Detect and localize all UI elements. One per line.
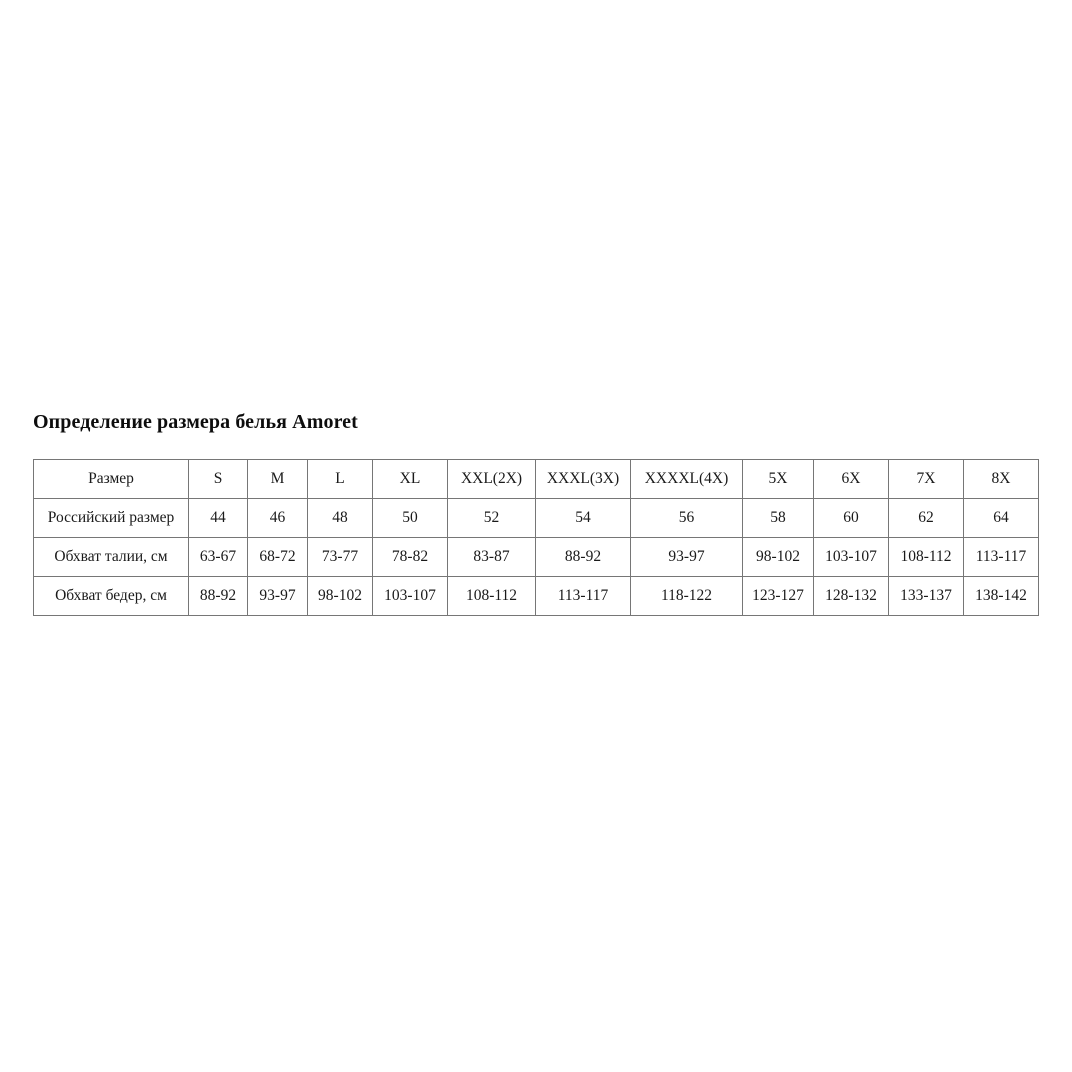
column-header-8x: 8X [963, 459, 1039, 499]
column-header-xl: XL [372, 459, 448, 499]
column-header-xxxl: XXXL(3X) [535, 459, 631, 499]
table-cell: 113-117 [963, 537, 1039, 577]
size-chart-container: Размер S M L XL XXL(2X) XXXL(3X) XXXXL(4… [33, 459, 1039, 616]
table-cell: 93-97 [630, 537, 743, 577]
column-header-xxl: XXL(2X) [447, 459, 536, 499]
table-cell: 50 [372, 498, 448, 538]
column-header-5x: 5X [742, 459, 814, 499]
table-cell: 138-142 [963, 576, 1039, 616]
table-cell: 58 [742, 498, 814, 538]
column-header-xxxxl: XXXXL(4X) [630, 459, 743, 499]
column-header-m: M [247, 459, 308, 499]
table-row: Российский размер 44 46 48 50 52 54 56 5… [33, 498, 1039, 538]
table-cell: 44 [188, 498, 248, 538]
table-cell: 83-87 [447, 537, 536, 577]
row-label-russian-size: Российский размер [33, 498, 189, 538]
table-cell: 98-102 [307, 576, 373, 616]
table-cell: 128-132 [813, 576, 889, 616]
table-cell: 98-102 [742, 537, 814, 577]
table-cell: 103-107 [372, 576, 448, 616]
table-cell: 88-92 [535, 537, 631, 577]
table-cell: 63-67 [188, 537, 248, 577]
table-row: Обхват талии, см 63-67 68-72 73-77 78-82… [33, 537, 1039, 577]
table-cell: 118-122 [630, 576, 743, 616]
row-label-waist: Обхват талии, см [33, 537, 189, 577]
page-title: Определение размера белья Amoret [33, 411, 358, 433]
table-cell: 78-82 [372, 537, 448, 577]
table-cell: 46 [247, 498, 308, 538]
table-cell: 62 [888, 498, 964, 538]
column-header-6x: 6X [813, 459, 889, 499]
table-cell: 123-127 [742, 576, 814, 616]
column-header-s: S [188, 459, 248, 499]
table-cell: 108-112 [888, 537, 964, 577]
table-cell: 48 [307, 498, 373, 538]
table-cell: 52 [447, 498, 536, 538]
column-header-l: L [307, 459, 373, 499]
column-header-size-label: Размер [33, 459, 189, 499]
table-cell: 113-117 [535, 576, 631, 616]
table-cell: 88-92 [188, 576, 248, 616]
table-cell: 103-107 [813, 537, 889, 577]
table-cell: 68-72 [247, 537, 308, 577]
table-cell: 56 [630, 498, 743, 538]
table-row: Обхват бедер, см 88-92 93-97 98-102 103-… [33, 576, 1039, 616]
table-cell: 108-112 [447, 576, 536, 616]
size-chart-table: Размер S M L XL XXL(2X) XXXL(3X) XXXXL(4… [33, 459, 1039, 616]
table-cell: 60 [813, 498, 889, 538]
table-header-row: Размер S M L XL XXL(2X) XXXL(3X) XXXXL(4… [33, 459, 1039, 499]
table-cell: 54 [535, 498, 631, 538]
table-cell: 73-77 [307, 537, 373, 577]
table-cell: 93-97 [247, 576, 308, 616]
column-header-7x: 7X [888, 459, 964, 499]
row-label-hips: Обхват бедер, см [33, 576, 189, 616]
table-cell: 133-137 [888, 576, 964, 616]
table-cell: 64 [963, 498, 1039, 538]
